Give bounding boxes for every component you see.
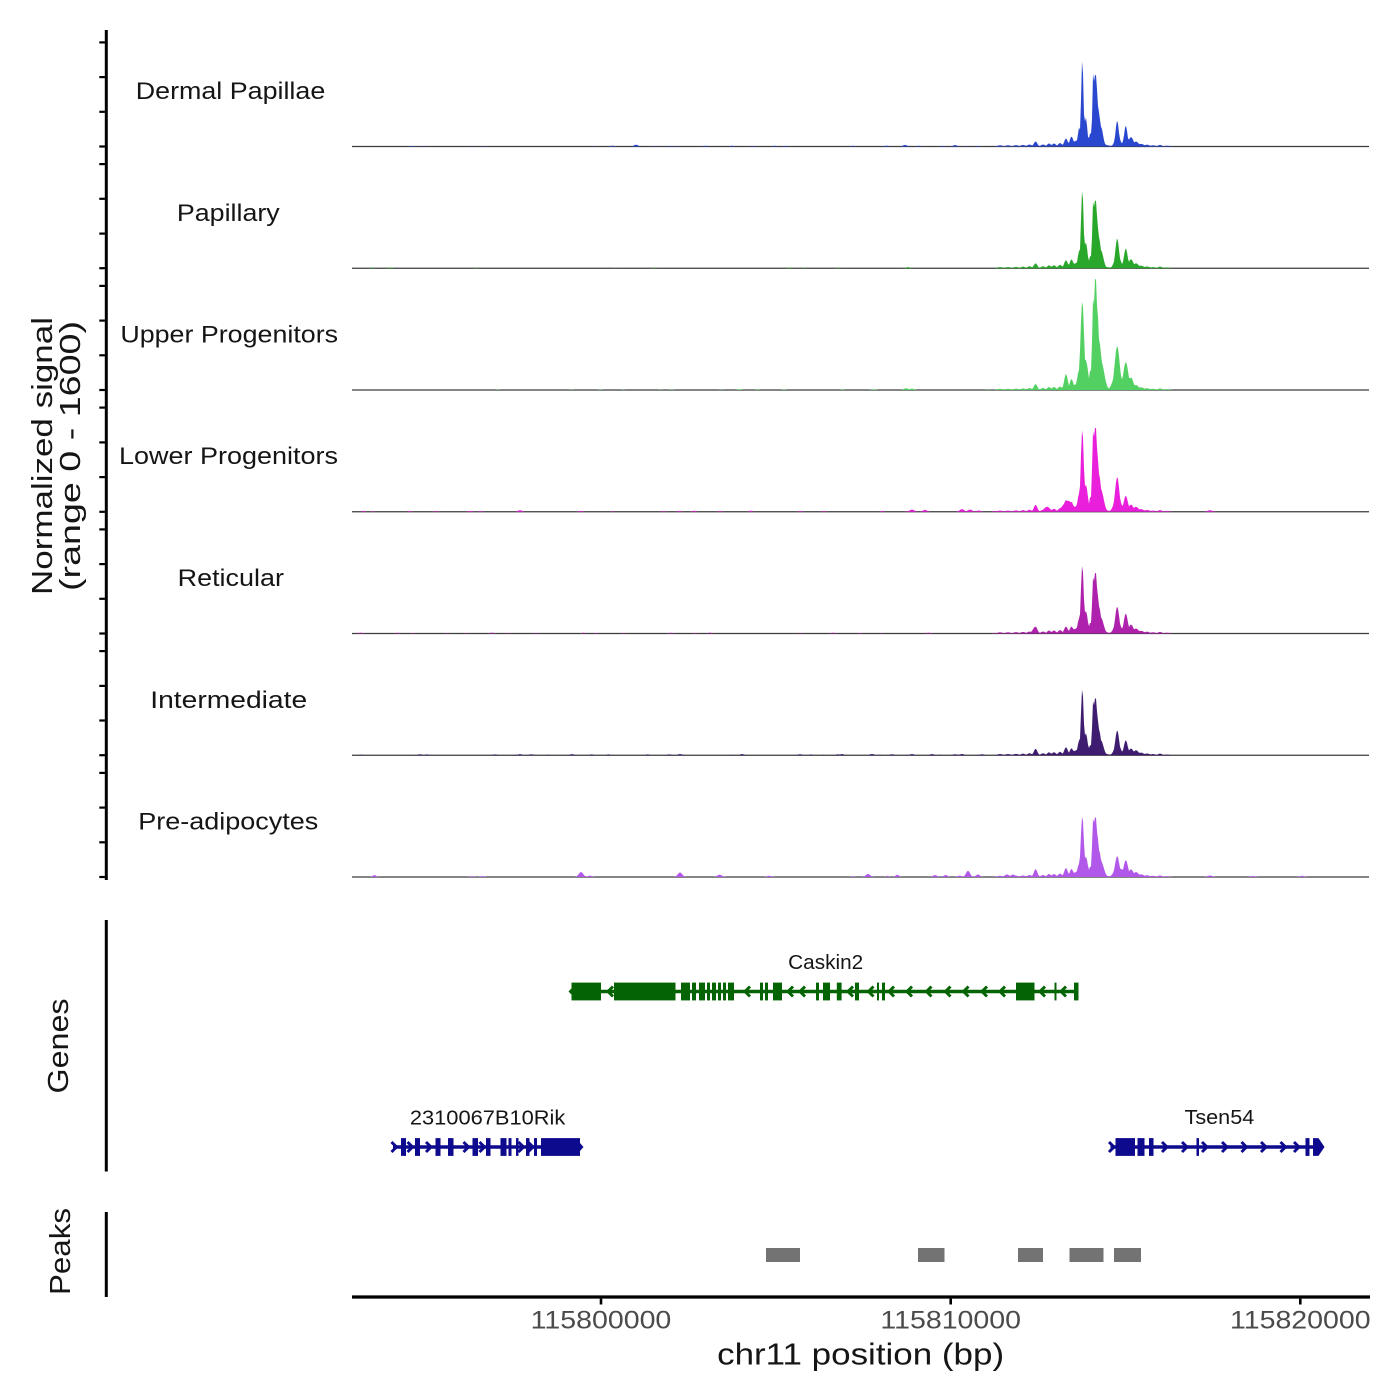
svg-text:115810000: 115810000 [880, 1307, 1021, 1335]
svg-text:Papillary: Papillary [177, 200, 281, 227]
svg-text:Pre-adipocytes: Pre-adipocytes [138, 809, 318, 836]
svg-text:115800000: 115800000 [531, 1307, 672, 1335]
svg-text:Genes: Genes [43, 999, 75, 1094]
svg-text:2310067B10Rik: 2310067B10Rik [410, 1107, 567, 1129]
svg-text:Caskin2: Caskin2 [788, 952, 863, 974]
svg-text:Reticular: Reticular [178, 565, 284, 592]
svg-text:(range 0 - 1600): (range 0 - 1600) [55, 321, 87, 591]
svg-text:115820000: 115820000 [1230, 1307, 1371, 1335]
svg-text:Peaks: Peaks [45, 1208, 77, 1295]
svg-text:Intermediate: Intermediate [150, 687, 307, 714]
svg-text:Tsen54: Tsen54 [1185, 1107, 1255, 1129]
svg-text:Normalized signal: Normalized signal [27, 317, 59, 595]
svg-text:Upper Progenitors: Upper Progenitors [120, 322, 338, 349]
svg-text:Lower Progenitors: Lower Progenitors [119, 443, 338, 470]
svg-text:chr11 position (bp): chr11 position (bp) [717, 1337, 1004, 1372]
svg-text:Dermal Papillae: Dermal Papillae [136, 78, 326, 105]
